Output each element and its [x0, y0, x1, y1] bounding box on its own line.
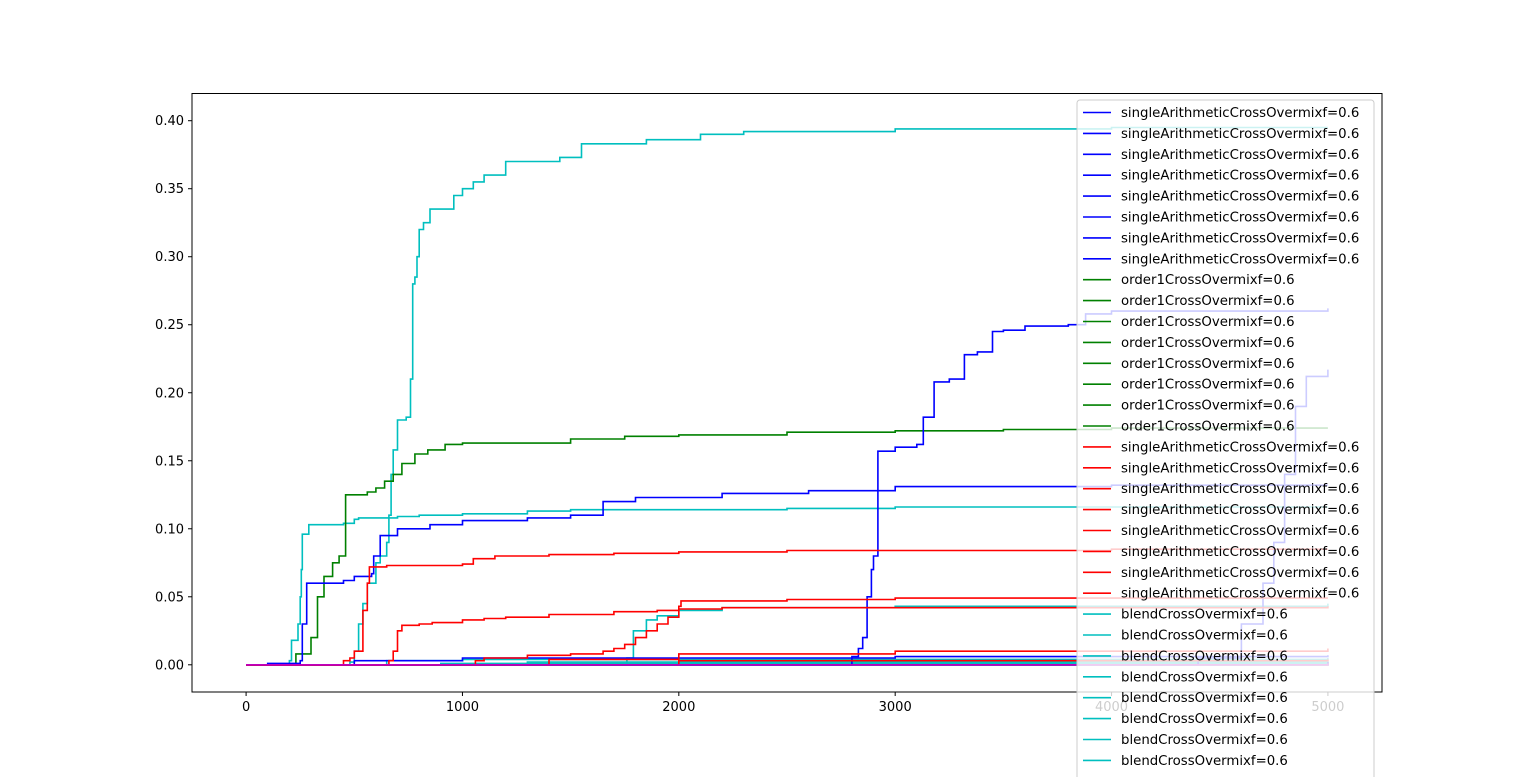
legend-label: singleArithmeticCrossOvermixf=0.6: [1121, 587, 1359, 602]
legend-label: singleArithmeticCrossOvermixf=0.6: [1121, 106, 1359, 121]
legend-label: singleArithmeticCrossOvermixf=0.6: [1121, 211, 1359, 226]
legend-label: singleArithmeticCrossOvermixf=0.6: [1121, 148, 1359, 163]
series-line: [246, 506, 1328, 666]
legend-label: singleArithmeticCrossOvermixf=0.6: [1121, 482, 1359, 497]
series-line: [246, 308, 1329, 666]
legend-label: singleArithmeticCrossOvermixf=0.6: [1121, 524, 1359, 539]
legend-label: order1CrossOvermixf=0.6: [1121, 273, 1295, 288]
series-line: [246, 484, 1328, 666]
y-tick-label: 0.40: [155, 114, 184, 129]
legend-label: blendCrossOvermixf=0.6: [1121, 691, 1288, 706]
series-line: [246, 597, 1328, 666]
y-tick-label: 0.35: [155, 182, 184, 197]
legend-box: [1076, 99, 1375, 777]
series-line: [246, 548, 1328, 666]
y-tick-label: 0.05: [155, 590, 184, 605]
y-tick-label: 0.25: [155, 318, 184, 333]
y-axis: 0.00 0.05 0.10 0.15 0.20 0.25 0.30 0.35 0.40: [155, 114, 192, 673]
legend-label: order1CrossOvermixf=0.6: [1121, 378, 1295, 393]
legend-label: order1CrossOvermixf=0.6: [1121, 399, 1295, 414]
series-line: [246, 427, 1328, 666]
legend: singleArithmeticCrossOvermixf=0.6 singleA…: [1076, 99, 1375, 777]
legend-label: order1CrossOvermixf=0.6: [1121, 420, 1295, 435]
legend-label: singleArithmeticCrossOvermixf=0.6: [1121, 127, 1359, 142]
legend-label: blendCrossOvermixf=0.6: [1121, 608, 1288, 623]
y-tick-label: 0.15: [155, 454, 184, 469]
y-tick-label: 0.20: [155, 386, 184, 401]
legend-label: singleArithmeticCrossOvermixf=0.6: [1121, 252, 1359, 267]
legend-label: singleArithmeticCrossOvermixf=0.6: [1121, 169, 1359, 184]
legend-label: singleArithmeticCrossOvermixf=0.6: [1121, 440, 1359, 455]
legend-label: singleArithmeticCrossOvermixf=0.6: [1121, 545, 1359, 560]
x-tick-label: 2000: [662, 700, 695, 715]
legend-label: singleArithmeticCrossOvermixf=0.6: [1121, 231, 1359, 246]
x-tick-label: 1000: [446, 700, 479, 715]
legend-label: order1CrossOvermixf=0.6: [1121, 357, 1295, 372]
y-tick-label: 0.10: [155, 522, 184, 537]
x-tick-label: 3000: [879, 700, 912, 715]
legend-label: blendCrossOvermixf=0.6: [1121, 670, 1288, 685]
y-tick-label: 0.00: [155, 658, 184, 673]
legend-label: singleArithmeticCrossOvermixf=0.6: [1121, 503, 1359, 518]
legend-label: singleArithmeticCrossOvermixf=0.6: [1121, 461, 1359, 476]
legend-label: order1CrossOvermixf=0.6: [1121, 294, 1295, 309]
x-tick-label: 0: [242, 700, 250, 715]
legend-label: blendCrossOvermixf=0.6: [1121, 629, 1288, 644]
legend-label: order1CrossOvermixf=0.6: [1121, 336, 1295, 351]
y-tick-label: 0.30: [155, 250, 184, 265]
legend-label: singleArithmeticCrossOvermixf=0.6: [1121, 190, 1359, 205]
legend-label: blendCrossOvermixf=0.6: [1121, 754, 1288, 769]
legend-label: blendCrossOvermixf=0.6: [1121, 649, 1288, 664]
legend-label: blendCrossOvermixf=0.6: [1121, 733, 1288, 748]
legend-label: singleArithmeticCrossOvermixf=0.6: [1121, 566, 1359, 581]
legend-label: blendCrossOvermixf=0.6: [1121, 712, 1288, 727]
legend-label: order1CrossOvermixf=0.6: [1121, 315, 1295, 330]
